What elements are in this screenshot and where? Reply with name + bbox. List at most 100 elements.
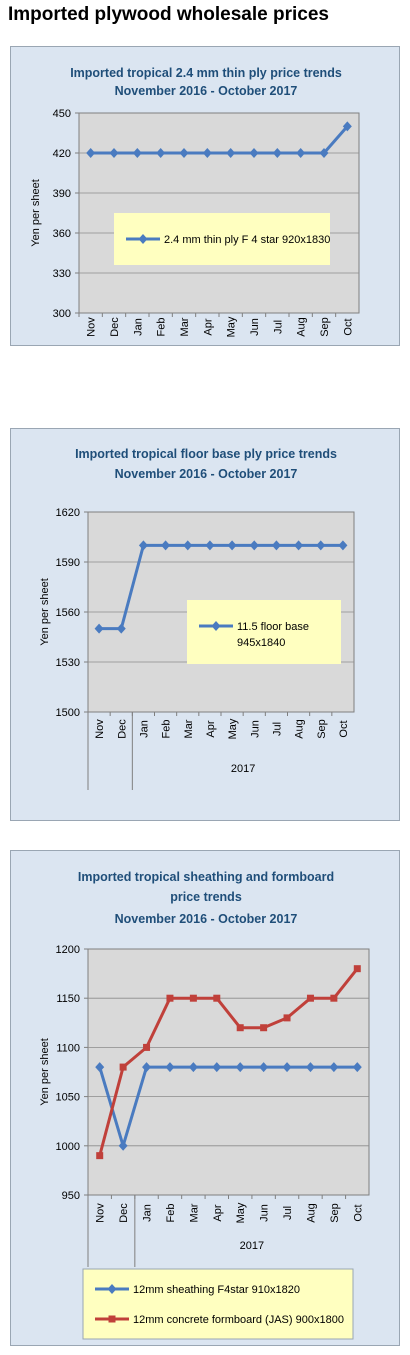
x-tick-label: Sep	[316, 719, 328, 739]
data-point	[249, 148, 259, 158]
data-point	[213, 994, 221, 1002]
data-point	[142, 1062, 152, 1073]
floor-base-price-chart: Imported tropical floor base ply price t…	[39, 447, 355, 790]
x-tick-label: Oct	[352, 1204, 364, 1221]
plot-area	[87, 948, 370, 1196]
x-tick-label: Dec	[116, 719, 128, 739]
data-point	[272, 148, 282, 158]
x-tick-label: Mar	[183, 719, 195, 738]
y-tick-label: 1000	[56, 1141, 80, 1153]
x-tick-label: Nov	[95, 1203, 107, 1223]
x-tick-label: Oct	[342, 318, 354, 335]
legend-label: 12mm concrete formboard (JAS) 900x1800	[133, 1314, 344, 1326]
legend-label: 2.4 mm thin ply F 4 star 920x1830	[164, 234, 330, 246]
x-tick-label: Jun	[259, 1204, 271, 1222]
y-tick-label: 1100	[56, 1042, 80, 1054]
data-point	[179, 148, 189, 158]
legend-box	[187, 600, 341, 664]
chart-panel-sheathing-formboard: Imported tropical sheathing and formboar…	[10, 850, 400, 1346]
x-tick-label: May	[227, 718, 239, 739]
data-point	[338, 540, 348, 551]
x-tick-label: Jul	[272, 320, 284, 334]
y-tick-label: 330	[53, 268, 71, 280]
data-point	[329, 1062, 339, 1073]
legend-box	[82, 1268, 354, 1340]
x-tick-label: Jul	[282, 1206, 294, 1220]
data-point	[118, 1140, 128, 1151]
thin-ply-price-chart: Imported tropical 2.4 mm thin ply price …	[30, 66, 360, 337]
data-point	[235, 1062, 245, 1073]
y-tick-label: 1590	[56, 557, 80, 569]
x-tick-label: Aug	[294, 719, 306, 739]
x-tick-label: Mar	[188, 1203, 200, 1222]
x-tick-label: Apr	[202, 318, 214, 335]
x-tick-label: Mar	[179, 317, 191, 336]
data-point	[271, 540, 281, 551]
data-point	[260, 1024, 268, 1032]
data-point	[109, 148, 119, 158]
legend-label: 12mm sheathing F4star 910x1820	[133, 1284, 300, 1296]
data-point	[95, 1062, 105, 1073]
x-tick-label: Dec	[109, 317, 121, 337]
data-point	[296, 148, 306, 158]
chart-title-line: November 2016 - October 2017	[115, 912, 298, 926]
data-point	[86, 148, 96, 158]
x-tick-label: Jul	[271, 722, 283, 736]
x-tick-label: Jan	[138, 720, 150, 738]
x-tick-label: Dec	[118, 1203, 130, 1223]
y-tick-label: 1560	[56, 607, 80, 619]
data-point	[352, 1062, 362, 1073]
series-line	[98, 967, 359, 1157]
x-tick-label: Aug	[296, 317, 308, 337]
x-tick-label: May	[235, 1202, 247, 1223]
data-point	[212, 1062, 222, 1073]
y-tick-label: 1150	[56, 993, 80, 1005]
chart-title-line: Imported tropical sheathing and formboar…	[78, 870, 334, 884]
x-tick-label: Feb	[156, 318, 168, 337]
x-tick-label: Aug	[305, 1203, 317, 1223]
data-point	[236, 1024, 244, 1032]
y-tick-label: 1500	[56, 707, 80, 719]
x-tick-label: Jun	[249, 318, 261, 336]
data-point	[227, 540, 237, 551]
y-tick-label: 1050	[56, 1092, 80, 1104]
data-point	[188, 1062, 198, 1073]
data-point	[96, 1152, 104, 1160]
data-point	[94, 623, 104, 634]
data-point	[319, 148, 329, 158]
data-point	[166, 994, 174, 1002]
x-tick-label: Feb	[165, 1204, 177, 1223]
data-point	[116, 623, 126, 634]
data-point	[306, 994, 314, 1002]
y-tick-label: 360	[53, 228, 71, 240]
x-tick-label: Sep	[319, 317, 331, 337]
data-point	[156, 148, 166, 158]
data-point	[316, 540, 326, 551]
legend-label: 945x1840	[237, 637, 285, 649]
y-axis-label: Yen per sheet	[39, 1038, 51, 1105]
data-point	[205, 540, 215, 551]
data-point	[226, 148, 236, 158]
x-tick-label: Nov	[94, 719, 106, 739]
x-tick-label: Jan	[142, 1204, 154, 1222]
chart-title-line: price trends	[170, 890, 242, 904]
x-tick-label: Jan	[132, 318, 144, 336]
y-tick-label: 950	[62, 1190, 80, 1202]
y-tick-label: 1200	[56, 944, 80, 956]
x-tick-label: Apr	[212, 1204, 224, 1221]
page-title: Imported plywood wholesale prices	[8, 4, 329, 25]
y-axis-label: Yen per sheet	[39, 578, 51, 645]
chart-title-line: November 2016 - October 2017	[115, 467, 298, 481]
legend-swatch-marker	[211, 621, 221, 631]
chart-title-line: November 2016 - October 2017	[115, 84, 298, 98]
y-tick-label: 1620	[56, 507, 80, 519]
chart-panel-floor-base: Imported tropical floor base ply price t…	[10, 428, 400, 821]
y-tick-label: 450	[53, 108, 71, 120]
data-point	[283, 1014, 291, 1022]
data-point	[294, 540, 304, 551]
data-point	[138, 540, 148, 551]
data-point	[202, 148, 212, 158]
x-tick-label: May	[226, 316, 238, 337]
x-tick-label: Sep	[329, 1203, 341, 1223]
y-tick-label: 1530	[56, 657, 80, 669]
